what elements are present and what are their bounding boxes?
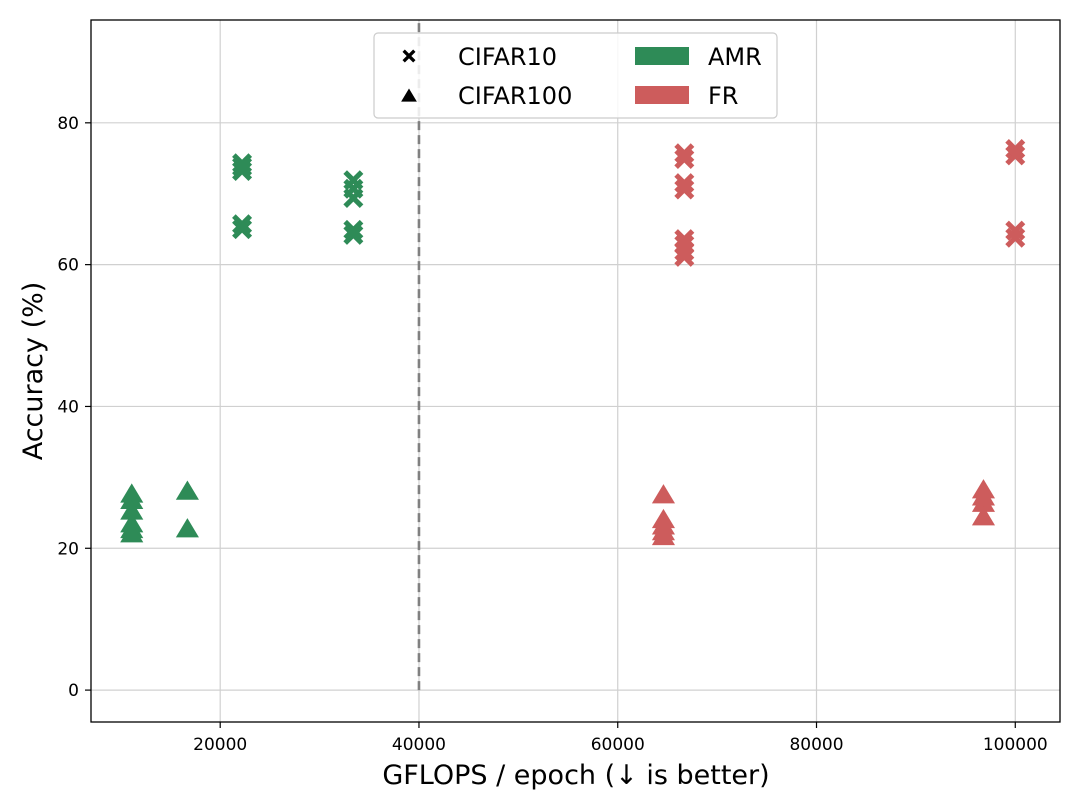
y-tick-label: 60 bbox=[57, 256, 79, 276]
x-tick-label: 100000 bbox=[983, 735, 1048, 755]
legend-swatch-amr bbox=[635, 47, 689, 65]
data-point-fr-cifar10 bbox=[674, 148, 695, 169]
data-point-fr-cifar10 bbox=[1005, 227, 1026, 248]
legend-label-fr: FR bbox=[708, 82, 738, 110]
x-axis-ticks: 20000 40000 60000 80000 100000 bbox=[193, 722, 1048, 755]
data-point-amr-cifar100 bbox=[175, 518, 199, 538]
y-tick-label: 40 bbox=[57, 397, 79, 417]
data-point-fr-cifar100 bbox=[651, 484, 676, 504]
y-tick-label: 20 bbox=[57, 539, 79, 559]
y-axis-label: Accuracy (%) bbox=[18, 282, 49, 461]
y-tick-label: 0 bbox=[68, 681, 79, 701]
data-point-amr-cifar10 bbox=[343, 224, 364, 245]
data-point-amr-cifar10 bbox=[343, 219, 364, 240]
data-point-fr-cifar10 bbox=[674, 179, 695, 200]
legend-label-cifar10: CIFAR10 bbox=[458, 43, 557, 71]
data-point-amr-cifar10 bbox=[343, 187, 364, 208]
legend-marker-cifar100 bbox=[401, 88, 417, 102]
y-tick-label: 80 bbox=[57, 114, 79, 134]
data-point-fr-cifar100 bbox=[971, 506, 996, 526]
data-point-fr-cifar100 bbox=[971, 492, 996, 512]
x-tick-label: 20000 bbox=[193, 735, 247, 755]
data-point-amr-cifar10 bbox=[232, 161, 253, 182]
x-tick-label: 80000 bbox=[789, 735, 843, 755]
y-axis-ticks: 0 20 40 60 80 bbox=[57, 114, 91, 701]
data-points bbox=[120, 139, 1026, 546]
legend-marker-cifar10 bbox=[402, 49, 416, 63]
grid-lines bbox=[91, 20, 1060, 722]
data-point-amr-cifar10 bbox=[232, 214, 253, 235]
data-point-amr-cifar100 bbox=[120, 523, 144, 543]
data-point-fr-cifar10 bbox=[674, 246, 695, 267]
data-point-amr-cifar10 bbox=[232, 156, 253, 177]
legend: CIFAR10 CIFAR100 AMR FR bbox=[373, 32, 778, 119]
data-point-fr-cifar100 bbox=[651, 525, 676, 546]
x-tick-label: 60000 bbox=[591, 735, 645, 755]
data-point-fr-cifar10 bbox=[674, 173, 695, 194]
legend-label-cifar100: CIFAR100 bbox=[458, 82, 572, 110]
legend-label-amr: AMR bbox=[708, 43, 762, 71]
data-point-fr-cifar10 bbox=[1005, 139, 1026, 160]
data-point-amr-cifar100 bbox=[175, 480, 199, 500]
data-point-amr-cifar100 bbox=[120, 500, 144, 520]
x-axis-label: GFLOPS / epoch (↓ is better) bbox=[382, 760, 769, 791]
data-point-amr-cifar10 bbox=[232, 219, 253, 240]
data-point-fr-cifar10 bbox=[674, 241, 695, 262]
data-point-fr-cifar10 bbox=[1005, 145, 1026, 166]
data-point-fr-cifar10 bbox=[674, 143, 695, 164]
data-point-amr-cifar100 bbox=[120, 489, 144, 510]
legend-swatch-fr bbox=[635, 86, 689, 104]
x-tick-label: 40000 bbox=[392, 735, 446, 755]
plot-frame bbox=[90, 19, 1061, 723]
